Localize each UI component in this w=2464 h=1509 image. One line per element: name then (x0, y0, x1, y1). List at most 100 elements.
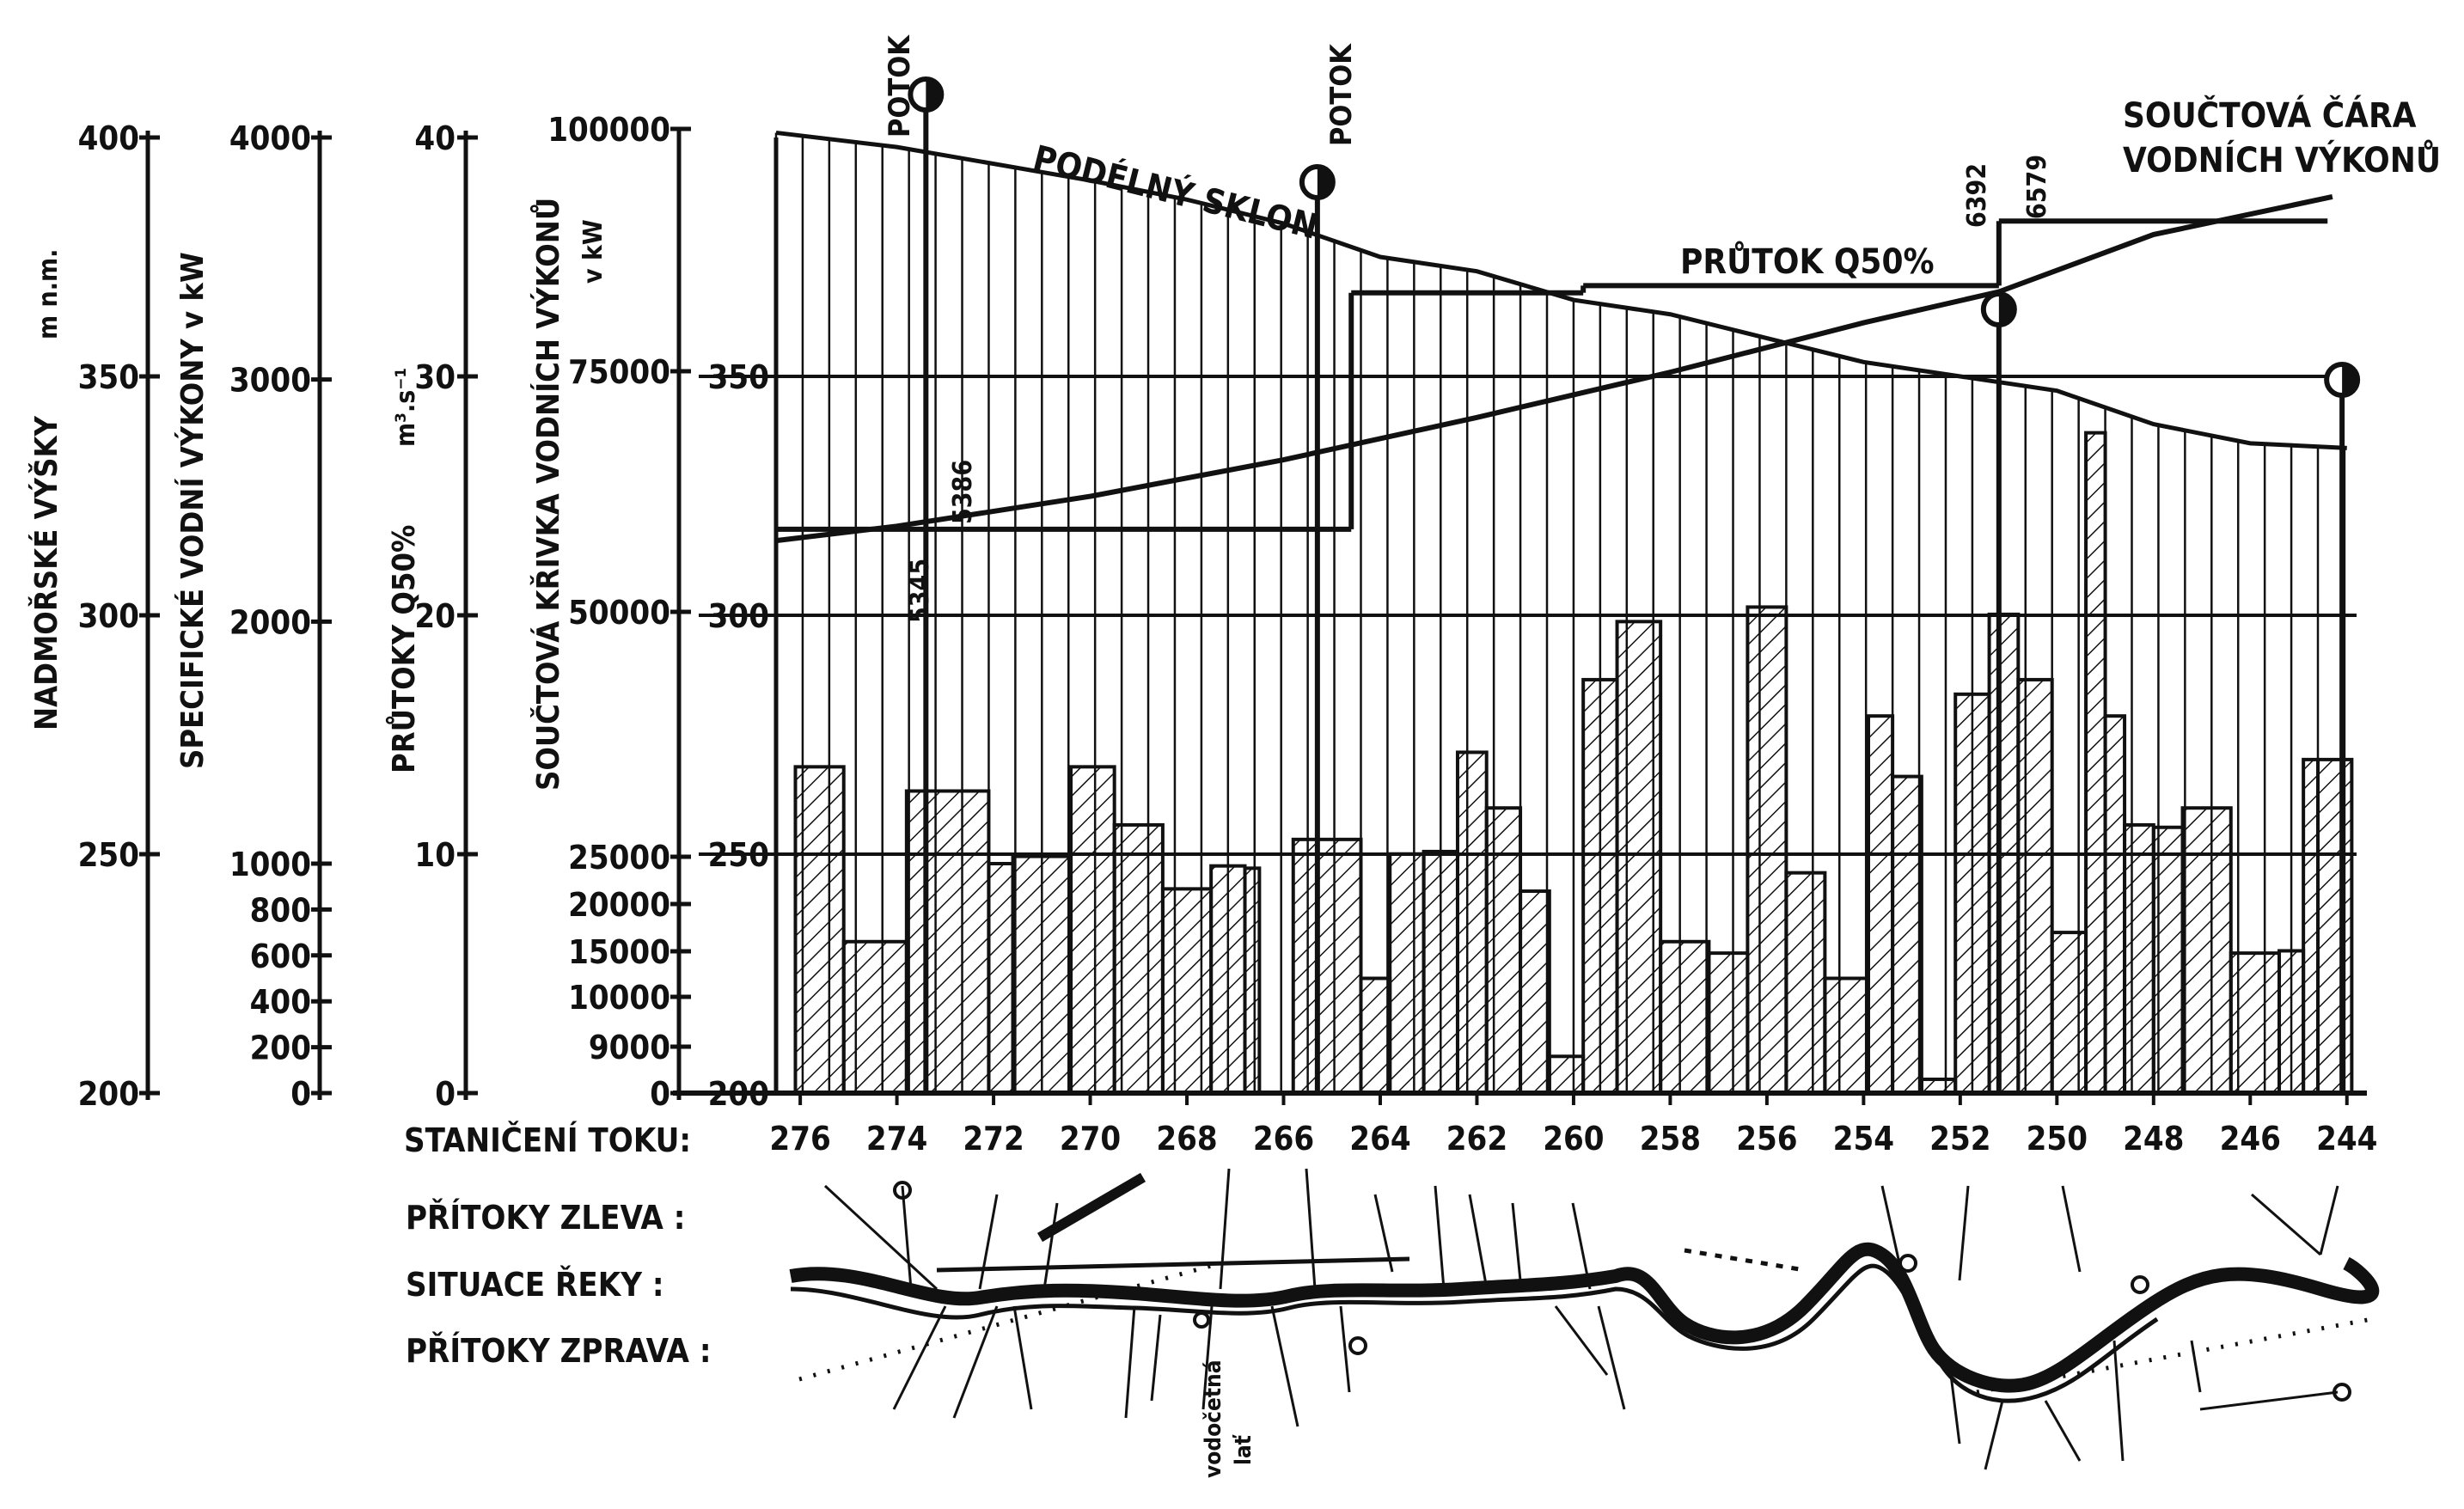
river-channel (789, 1242, 2380, 1393)
inner-elevation-tick-label: 250 (708, 836, 769, 874)
gauge-point (1193, 1311, 1210, 1329)
station-tick-label: 276 (769, 1120, 830, 1158)
flow-axis-tick-label: 10 (414, 836, 456, 874)
annotation-value-2: 5386 (948, 460, 978, 524)
tributary-marker-fill (1317, 167, 1333, 198)
specific-power-axis-tick-label: 1000 (229, 846, 311, 883)
station-gridlines (774, 132, 2346, 1093)
specific-power-bar (2016, 677, 2054, 1096)
specific-power-axis-tick-label: 200 (250, 1029, 311, 1067)
station-tick-label: 248 (2123, 1120, 2184, 1158)
specific-power-axis-tick-label: 600 (250, 938, 311, 975)
river-bank-outer (790, 1263, 2159, 1403)
station-tick-label: 260 (1543, 1120, 1604, 1158)
station-axis-label: STANIČENÍ TOKU: (404, 1121, 691, 1159)
cumulative-axis-tick-label: 50000 (568, 594, 670, 632)
tributary-marker-fill (2342, 364, 2358, 395)
cumulative-axis-tick-label: 10000 (568, 979, 670, 1017)
annotation-value-3: 6392 (1962, 163, 1992, 228)
specific-power-bar (1359, 976, 1392, 1095)
specific-power-bar (1069, 765, 1116, 1095)
annotation-value-1: 5345 (905, 559, 935, 623)
specific-power-axis-tick-label: 800 (250, 891, 311, 929)
specific-power-bar (841, 939, 908, 1096)
specific-power-bar (1484, 806, 1523, 1095)
railway-right (1976, 1317, 2373, 1395)
annotation-cumulative-1: SOUČTOVÁ ČÁRA (2123, 95, 2417, 136)
specific-power-axis: 0 200 400 600 800 1000 2000 3000 4000 (229, 119, 332, 1113)
specific-power-bar (1160, 887, 1214, 1095)
cumulative-axis-title: SOUČTOVÁ KŘIVKA VODNÍCH VÝKONŮ (529, 198, 566, 791)
station-tick-label: 266 (1253, 1120, 1314, 1158)
specific-power-bar (1519, 889, 1551, 1096)
specific-power-bar (904, 789, 991, 1095)
specific-power-bar (1866, 714, 1895, 1096)
tributary-marker-fill (1998, 294, 2015, 325)
station-tick-label: 252 (1929, 1120, 1990, 1158)
specific-power-axis-tick-label: 400 (250, 983, 311, 1021)
annotation-value-4: 6579 (2022, 155, 2052, 219)
specific-power-bar (1291, 837, 1363, 1095)
inner-elevation-tick-label: 350 (708, 358, 769, 396)
specific-power-bar (1746, 605, 1788, 1095)
specific-power-bar (1987, 612, 2021, 1095)
specific-power-bar (2050, 931, 2088, 1095)
cumulative-axis-tick-label: 20000 (568, 886, 670, 924)
station-tick-label: 254 (1833, 1120, 1894, 1158)
specific-power-bar (1707, 951, 1750, 1095)
elevation-profile-line (775, 130, 2347, 450)
flow-axis-title: PRŮTOKY Q50% (386, 525, 422, 773)
station-tick-label: 272 (963, 1120, 1024, 1158)
specific-power-bar (987, 862, 1015, 1095)
specific-power-bar (1919, 1077, 1958, 1095)
specific-power-bar (1784, 871, 1827, 1095)
specific-power-axis-tick-label: 2000 (229, 603, 311, 641)
specific-power-bar (2103, 714, 2127, 1096)
station-tick-label: 270 (1060, 1120, 1121, 1158)
station-tick-labels: 276 274 272 270 268 266 264 262 260 258 256 254 252 2… (769, 1093, 2377, 1158)
station-tick-label: 256 (1736, 1120, 1797, 1158)
station-tick-label: 262 (1446, 1120, 1507, 1158)
axis-titles: NADMOŘSKÉ VÝŠKY m n.m. SPECIFICKÉ VODNÍ … (28, 198, 608, 791)
cumulative-axis-tick-label: 25000 (568, 839, 670, 877)
cumulative-axis-unit: v kW (578, 219, 608, 284)
series-lines (775, 130, 2347, 544)
road-right (1684, 1248, 1806, 1273)
inner-elevation-tick-label: 300 (708, 597, 769, 635)
flow-axis-tick-label: 20 (414, 597, 456, 635)
label-tributaries-right: PŘÍTOKY ZPRAVA : (406, 1332, 712, 1370)
river-situation-map (789, 1168, 2380, 1470)
annotations: PODÉLNÝ SKLON PRŮTOK Q50% SOUČTOVÁ ČÁRA … (883, 34, 2441, 623)
label-river-situation: SITUACE ŘEKY : (406, 1266, 664, 1304)
inner-elevation-tick-label: 200 (708, 1075, 769, 1113)
station-tick-label: 264 (1349, 1120, 1410, 1158)
specific-power-bar (1891, 774, 1923, 1095)
cumulative-axis-tick-label: 15000 (568, 933, 670, 971)
specific-power-bar (2316, 757, 2354, 1096)
specific-power-axis-title: SPECIFICKÉ VODNÍ VÝKONY v kW (174, 252, 211, 769)
flow-axis-tick-label: 30 (414, 358, 456, 396)
cumulative-axis-tick-label: 0 (650, 1075, 670, 1113)
annotation-tributary-a: POTOK (883, 34, 917, 137)
elevation-axis-tick-label: 250 (78, 836, 139, 874)
elevation-axis-tick-label: 300 (78, 597, 139, 635)
tributary-markers (908, 76, 2361, 1093)
specific-power-bar (1823, 976, 1870, 1095)
specific-power-bar (1388, 852, 1426, 1095)
station-tick-label: 268 (1156, 1120, 1217, 1158)
annotation-tributary-b: POTOK (1324, 43, 1359, 146)
elevation-axis-title: NADMOŘSKÉ VÝŠKY (28, 415, 64, 730)
specific-power-bar (1243, 866, 1262, 1096)
specific-power-bar (1547, 1054, 1586, 1096)
cumulative-power-line (775, 194, 2333, 544)
specific-power-axis-tick-label: 4000 (229, 119, 311, 157)
flow-axis-tick-label: 40 (414, 119, 456, 157)
station-tick-label: 250 (2027, 1120, 2088, 1158)
elevation-axis-tick-label: 350 (78, 358, 139, 396)
station-tick-label: 246 (2220, 1120, 2281, 1158)
station-tick-label: 274 (866, 1120, 927, 1158)
road-left (936, 1256, 1410, 1273)
specific-power-bar (2302, 757, 2320, 1096)
flow-axis-unit: m³.s⁻¹ (391, 368, 421, 447)
